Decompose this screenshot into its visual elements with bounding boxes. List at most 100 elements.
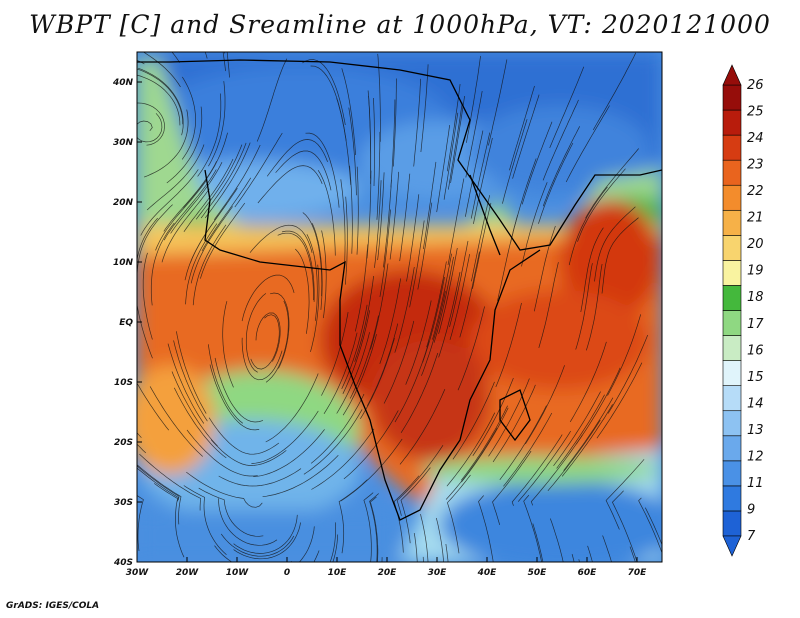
- streamline: [396, 445, 444, 516]
- colorbar-label: 23: [747, 158, 764, 173]
- streamline: [556, 394, 605, 469]
- streamline: [311, 223, 323, 310]
- streamline: [569, 341, 607, 423]
- streamline: [354, 244, 369, 332]
- lon-tick-label: 40E: [477, 568, 498, 578]
- streamline: [585, 148, 639, 219]
- streamline: [394, 341, 430, 423]
- plot-frame: [136, 51, 663, 563]
- streamline: [220, 533, 295, 557]
- streamline: [356, 166, 359, 255]
- streamline: [245, 293, 267, 373]
- lat-tick-label: 40S: [113, 558, 133, 568]
- streamline: [459, 251, 480, 338]
- colorbar-label: 14: [747, 396, 764, 411]
- streamline: [332, 534, 339, 562]
- streamline: [461, 407, 509, 483]
- streamline: [488, 378, 530, 457]
- streamline: [525, 365, 565, 445]
- streamline: [342, 334, 377, 416]
- streamline: [241, 274, 295, 322]
- streamline: [336, 97, 352, 185]
- streamline: [208, 81, 226, 167]
- colorbar-label: 20: [747, 237, 764, 252]
- streamline: [234, 132, 283, 208]
- streamline: [354, 275, 374, 362]
- streamline: [542, 126, 581, 207]
- streamline: [323, 332, 358, 414]
- streamline: [374, 180, 382, 268]
- streamline: [349, 165, 353, 254]
- streamline: [422, 556, 424, 562]
- streamline: [137, 60, 145, 65]
- streamline: [400, 352, 439, 433]
- streamline: [344, 196, 348, 285]
- streamline: [394, 266, 415, 353]
- streamline: [343, 410, 399, 480]
- colorbar-label: 24: [747, 131, 764, 146]
- streamline: [295, 248, 310, 334]
- colorbar-swatch: [722, 84, 742, 111]
- streamline: [349, 315, 379, 399]
- streamline: [137, 302, 153, 359]
- streamline: [306, 234, 318, 321]
- grads-credit: GrADS: IGES/COLA: [6, 601, 100, 611]
- streamline: [417, 202, 433, 290]
- streamline: [256, 58, 288, 142]
- streamline: [565, 105, 610, 183]
- streamline: [575, 263, 593, 350]
- streamline: [449, 254, 470, 340]
- streamline: [492, 450, 532, 525]
- streamline: [366, 323, 399, 407]
- lat-tick-label: 40N: [112, 78, 134, 88]
- streamline: [183, 132, 228, 208]
- lon-tick-label: 30W: [126, 568, 150, 578]
- colorbar-swatch: [722, 209, 742, 236]
- streamline: [255, 312, 281, 362]
- streamline: [207, 344, 244, 424]
- streamline: [383, 320, 415, 404]
- lon-tick-label: 20E: [378, 568, 398, 578]
- streamline: [409, 220, 425, 308]
- colorbar-swatch: [722, 260, 742, 286]
- streamline: [587, 545, 593, 562]
- streamline: [521, 182, 548, 267]
- streamline: [262, 455, 339, 498]
- streamline: [464, 130, 484, 217]
- streamline: [492, 384, 536, 463]
- colorbar-swatch: [722, 285, 742, 311]
- colorbar-swatch: [722, 410, 742, 437]
- streamline: [488, 59, 508, 146]
- latitude-axis: 40N 30N 20N 10N EQ 10S 20S 30S 40S: [112, 78, 142, 568]
- streamline: [348, 107, 357, 196]
- streamline: [192, 224, 227, 306]
- streamline: [142, 252, 153, 340]
- colorbar-max-arrow: [722, 64, 742, 86]
- streamline: [446, 84, 461, 172]
- streamline: [495, 302, 522, 388]
- streamline: [173, 340, 208, 422]
- streamline: [472, 202, 492, 289]
- streamline: [399, 173, 411, 262]
- streamline: [210, 439, 287, 466]
- streamline: [547, 419, 601, 492]
- colorbar-label: 11: [747, 476, 764, 491]
- streamline: [607, 334, 649, 414]
- streamline: [445, 427, 498, 500]
- streamline: [443, 112, 459, 200]
- streamline: [302, 59, 346, 126]
- streamline: [146, 144, 205, 211]
- colorbar-label: 22: [747, 184, 764, 199]
- streamline: [376, 131, 381, 220]
- streamline: [171, 371, 218, 447]
- streamline: [153, 483, 185, 558]
- streamline: [611, 490, 638, 562]
- streamline: [173, 387, 227, 459]
- streamline: [342, 310, 371, 394]
- streamline: [377, 53, 381, 142]
- lat-tick-label: 30S: [114, 498, 133, 508]
- streamline: [163, 169, 217, 241]
- streamline: [222, 52, 224, 53]
- streamline: [473, 137, 493, 224]
